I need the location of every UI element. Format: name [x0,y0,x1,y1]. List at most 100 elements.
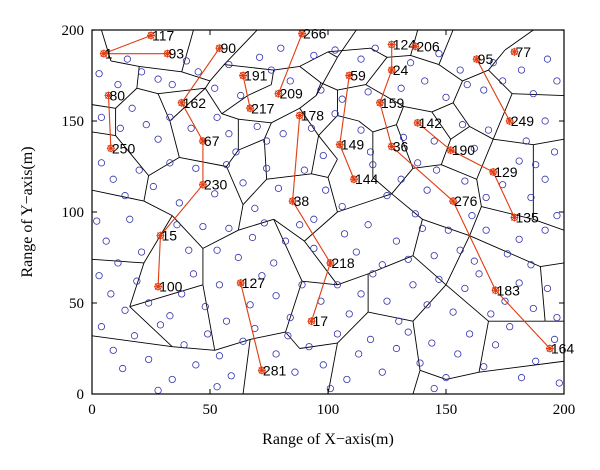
sensor-node [137,68,146,76]
sensor-node [123,55,132,63]
cluster-head-label: 178 [301,108,325,124]
voronoi-edge [169,120,180,158]
voronoi-edge [285,281,303,333]
cluster-head-star [257,366,266,375]
cluster-head: 217 [246,100,275,116]
voronoi-edge [315,82,322,96]
sensor-node [541,226,549,234]
sensor-node [517,66,526,74]
cluster-head-label: 159 [381,95,405,111]
voronoi-edge [273,219,303,282]
voronoi-edge [391,193,423,220]
x-tick-label: 200 [553,402,576,418]
sensor-node [272,292,280,300]
cluster-head-star [104,91,113,100]
cluster-head-label: 1 [105,46,113,62]
sensor-node [166,312,174,320]
sensor-node [248,233,257,242]
sensor-node [465,330,474,338]
route-link [339,144,355,180]
voronoi-edge [129,306,173,348]
sensor-node [444,226,452,234]
cluster-head-star [198,180,207,189]
voronoi-edge [365,84,404,107]
sensor-node [253,122,261,131]
sensor-node [411,210,419,218]
cluster-head-star [345,71,354,80]
sensor-node [364,221,372,229]
cluster-head-star [295,111,304,120]
x-axis-label: Range of X−axis(m) [262,431,394,448]
sensor-node [543,55,552,63]
cluster-head-star [545,344,554,353]
sensor-node [109,346,117,354]
sensor-node [352,248,360,256]
voronoi-edge [204,80,211,89]
sensor-node [355,350,363,358]
voronoi-edge [410,30,419,56]
voronoi-edge [285,331,301,349]
voronoi-edge [299,95,317,109]
voronoi-edge [115,135,149,176]
y-axis-ticks: 0 50 100 150 200 [62,23,564,403]
x-tick-label: 100 [317,402,340,418]
voronoi-edge [438,64,463,82]
sensor-node [357,290,365,298]
voronoi-edge [478,321,489,373]
voronoi-edge [320,82,338,91]
route-link [292,115,301,202]
cluster-head-star [413,118,422,127]
y-tick-label: 200 [62,23,85,39]
sensor-node [180,341,188,349]
cluster-head-label: 190 [452,142,476,158]
sensor-node [154,135,162,143]
sensor-node [515,235,523,243]
y-tick-label: 150 [62,114,85,130]
voronoi-edge [304,240,338,286]
sensor-node [133,277,141,285]
sensor-node [482,193,490,202]
cluster-head-label: 67 [204,133,220,149]
voronoi-edge [492,93,513,140]
voronoi-edge [412,164,442,169]
cluster-head-star [510,213,519,222]
voronoi-edge [327,159,338,178]
cluster-head-label: 183 [497,282,521,298]
sensor-node [260,219,268,227]
sensor-node [237,91,245,100]
cluster-head: 206 [411,38,440,54]
route-link [450,149,494,173]
cluster-head: 100 [154,279,183,295]
voronoi-edge [481,206,534,220]
voronoi-edge [169,87,206,122]
voronoi-edge [452,80,463,103]
cluster-head-star [274,89,283,98]
sensor-node [239,179,247,187]
route-link [495,289,551,349]
voronoi-edge [462,69,489,82]
cluster-head-label: 90 [220,40,236,56]
voronoi-edge [238,218,274,231]
sensor-node [470,144,478,152]
cluster-head-star [446,146,455,155]
voronoi-edge [478,360,564,373]
cluster-head-label: 281 [263,362,287,378]
sensor-node [175,199,183,207]
sensor-node [192,361,200,369]
cluster-head: 90 [215,40,236,56]
sensor-node [95,272,103,280]
voronoi-edge [476,179,482,207]
voronoi-edge [367,255,414,275]
sensor-node [215,352,224,360]
sensor-node [116,124,124,132]
x-axis-ticks: 0 50 100 150 200 [88,30,575,418]
sensor-node [286,313,294,322]
voronoi-edge [271,107,300,124]
voronoi-edge [469,126,494,140]
voronoi-edge [171,215,204,249]
voronoi-edge [311,135,320,174]
cluster-head: 59 [345,68,366,84]
route-link [107,95,112,149]
voronoi-edge [337,30,357,58]
